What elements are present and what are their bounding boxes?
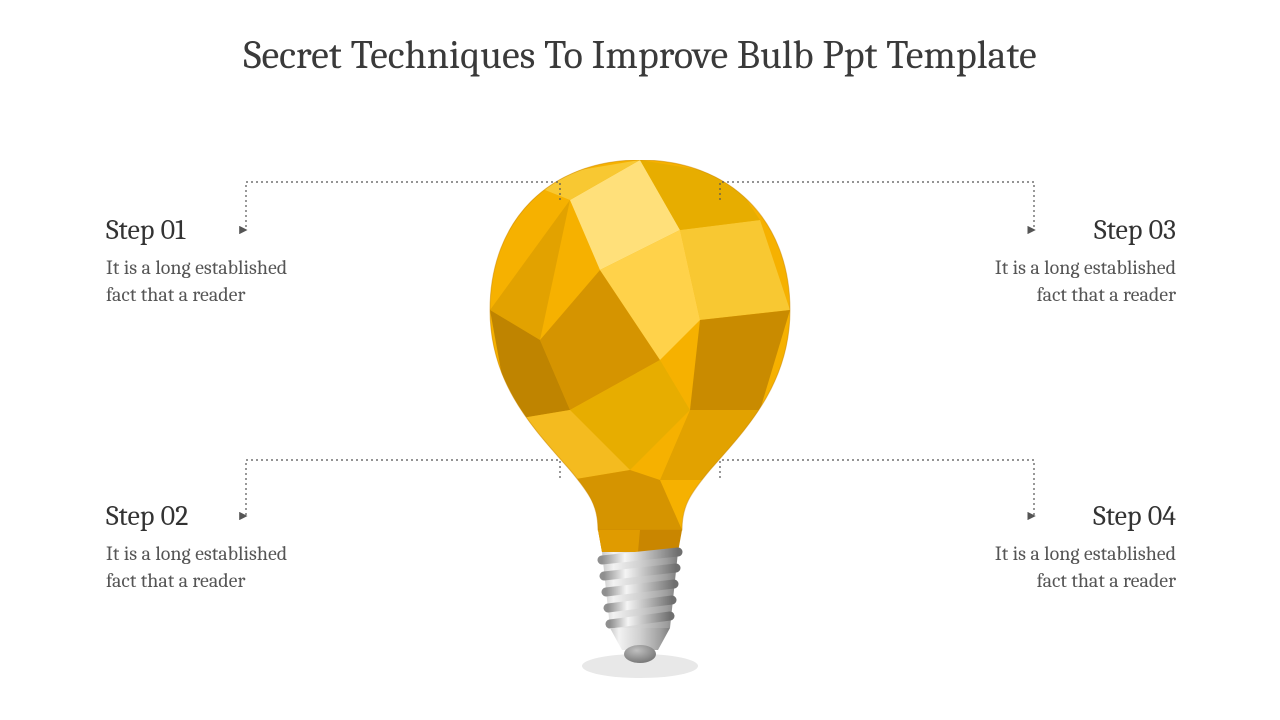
- connectors: [0, 0, 1280, 720]
- slide: { "type": "infographic", "background_col…: [0, 0, 1280, 720]
